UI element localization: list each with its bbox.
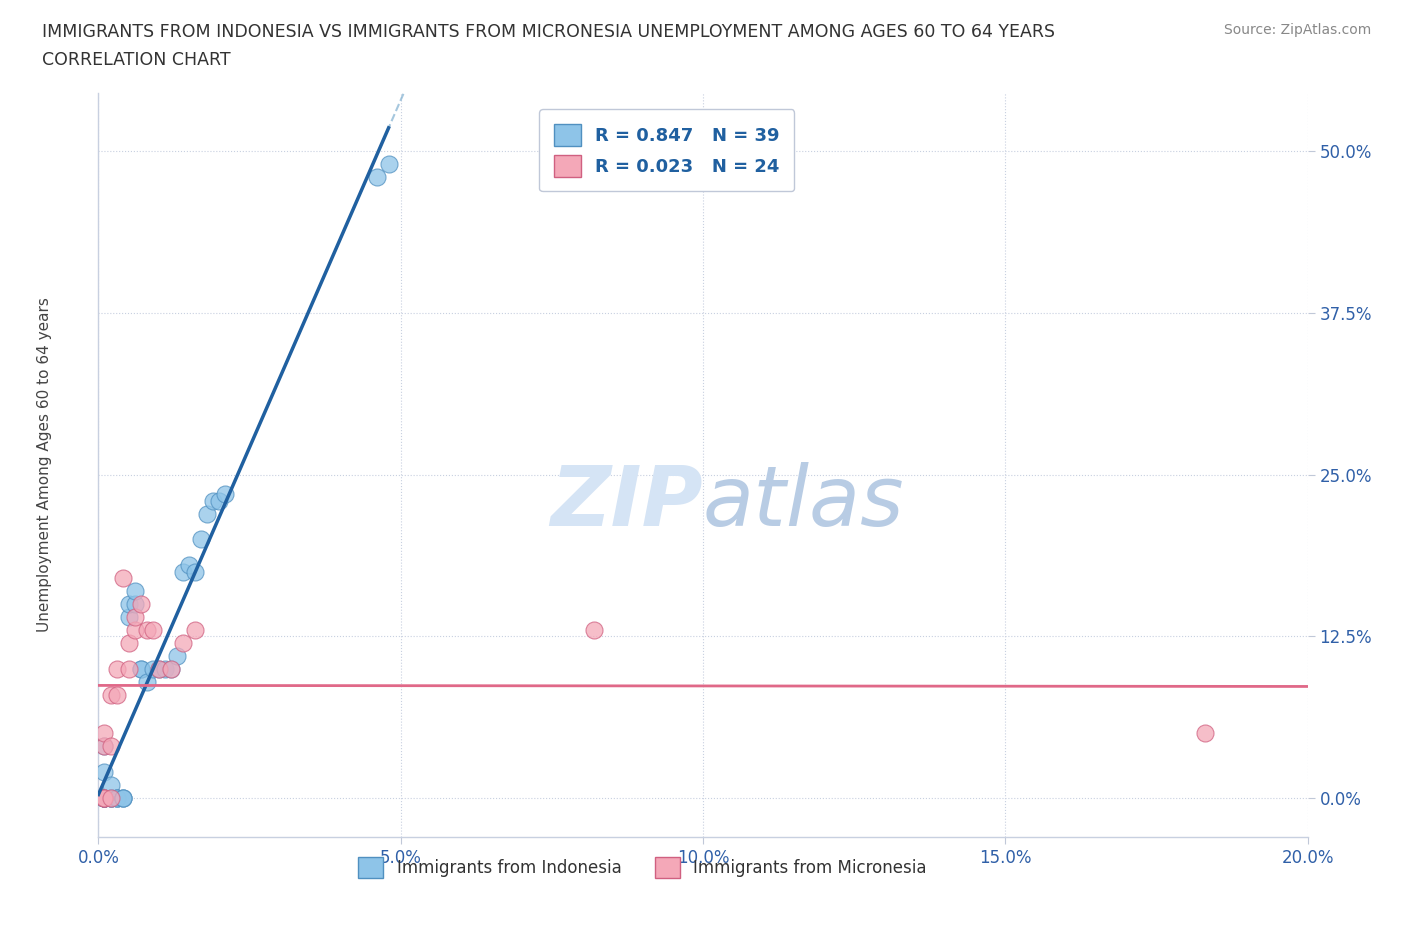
Point <box>93 790 115 805</box>
Point <box>100 790 122 805</box>
Point <box>111 790 134 805</box>
Point <box>93 790 115 805</box>
Point <box>93 790 115 805</box>
Point <box>118 661 141 676</box>
Point <box>160 661 183 676</box>
Point <box>124 584 146 599</box>
Point <box>111 571 134 586</box>
Point <box>118 635 141 650</box>
Point <box>184 565 207 579</box>
Point <box>135 674 157 689</box>
Point <box>105 790 128 805</box>
Text: Source: ZipAtlas.com: Source: ZipAtlas.com <box>1223 23 1371 37</box>
Point <box>93 790 115 805</box>
Point <box>195 506 218 521</box>
Point <box>93 790 115 805</box>
Point <box>142 622 165 637</box>
Point <box>583 622 606 637</box>
Point <box>111 790 134 805</box>
Point <box>153 661 176 676</box>
Point <box>129 597 152 612</box>
Point <box>184 622 207 637</box>
Point <box>142 661 165 676</box>
Point <box>111 790 134 805</box>
Point <box>93 790 115 805</box>
Point <box>105 790 128 805</box>
Point <box>179 558 201 573</box>
Point <box>190 532 212 547</box>
Point <box>214 486 236 501</box>
Point <box>366 169 388 184</box>
Point <box>118 597 141 612</box>
Point <box>100 739 122 754</box>
Point <box>172 565 194 579</box>
Point <box>100 790 122 805</box>
Point <box>129 661 152 676</box>
Text: IMMIGRANTS FROM INDONESIA VS IMMIGRANTS FROM MICRONESIA UNEMPLOYMENT AMONG AGES : IMMIGRANTS FROM INDONESIA VS IMMIGRANTS … <box>42 23 1054 41</box>
Point <box>135 622 157 637</box>
Point <box>208 493 231 508</box>
Point <box>93 726 115 741</box>
Point <box>93 764 115 779</box>
Text: ZIP: ZIP <box>550 461 703 543</box>
Text: atlas: atlas <box>703 461 904 543</box>
Point <box>129 661 152 676</box>
Point <box>105 661 128 676</box>
Point <box>172 635 194 650</box>
Text: Unemployment Among Ages 60 to 64 years: Unemployment Among Ages 60 to 64 years <box>37 298 52 632</box>
Legend: Immigrants from Indonesia, Immigrants from Micronesia: Immigrants from Indonesia, Immigrants fr… <box>352 851 934 884</box>
Point <box>93 790 115 805</box>
Point <box>93 739 115 754</box>
Point <box>202 493 225 508</box>
Point <box>100 777 122 792</box>
Point <box>93 790 115 805</box>
Point <box>100 687 122 702</box>
Text: CORRELATION CHART: CORRELATION CHART <box>42 51 231 69</box>
Point <box>100 790 122 805</box>
Point <box>118 609 141 624</box>
Point <box>93 739 115 754</box>
Point <box>166 648 188 663</box>
Point <box>148 661 170 676</box>
Point <box>148 661 170 676</box>
Point <box>1194 726 1216 741</box>
Point <box>100 790 122 805</box>
Point <box>93 790 115 805</box>
Point <box>105 790 128 805</box>
Point <box>160 661 183 676</box>
Point <box>377 157 399 172</box>
Point <box>124 609 146 624</box>
Point <box>124 622 146 637</box>
Point <box>105 687 128 702</box>
Point <box>124 597 146 612</box>
